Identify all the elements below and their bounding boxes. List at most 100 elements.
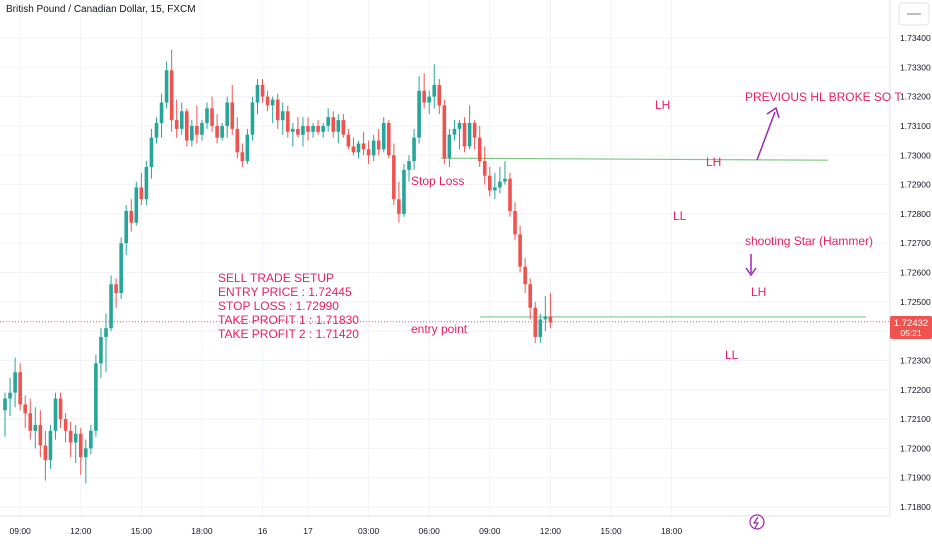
candle	[518, 225, 522, 273]
candle	[301, 117, 305, 147]
candle-body	[417, 90, 421, 138]
candle-body	[154, 123, 159, 138]
candle	[215, 114, 219, 144]
candle	[392, 143, 396, 206]
candle	[397, 181, 401, 223]
candle	[250, 96, 255, 141]
candle	[53, 392, 58, 440]
candle-body	[225, 102, 229, 126]
candle	[371, 134, 376, 162]
candle	[38, 410, 43, 458]
current-price-value: 1.72432	[894, 318, 928, 329]
x-tick-label: 09:00	[479, 526, 501, 536]
candle	[190, 120, 194, 147]
candle	[437, 79, 442, 115]
candle-body	[215, 125, 219, 138]
candle	[149, 128, 154, 179]
candle	[18, 363, 22, 411]
candle	[89, 424, 93, 455]
candle	[139, 172, 144, 206]
countdown-timer: 05:21	[900, 328, 922, 338]
candle-body	[523, 266, 527, 285]
candle-body	[301, 125, 305, 135]
candle-body	[498, 181, 502, 188]
y-tick-label: 1.72800	[900, 209, 931, 219]
candle	[255, 79, 260, 115]
y-tick-label: 1.72600	[900, 268, 931, 278]
candle	[119, 237, 123, 299]
stop-loss-label: Stop Loss	[411, 174, 464, 188]
candle-body	[351, 146, 356, 153]
time-axis[interactable]: 09:00 12:00 15:00 18:00 16 17 03:00 06:00 09:00 1…	[10, 526, 683, 536]
candles-layer	[3, 49, 553, 484]
x-tick-label: 12:00	[70, 526, 92, 536]
candle-body	[533, 307, 538, 337]
y-tick-label: 1.72700	[900, 238, 931, 248]
candle	[225, 96, 229, 138]
candle	[447, 128, 452, 167]
candle-body	[174, 120, 179, 129]
candle	[200, 120, 204, 141]
candle-body	[134, 187, 139, 223]
x-tick-label: 15:00	[600, 526, 622, 536]
candle	[291, 123, 295, 147]
candle	[286, 105, 290, 138]
candle-body	[235, 128, 240, 153]
candle-body	[528, 284, 532, 308]
candle	[159, 93, 164, 138]
candle-body	[462, 123, 467, 147]
lightning-icon[interactable]	[749, 514, 765, 530]
candle	[280, 102, 285, 135]
candle	[220, 123, 224, 141]
candle	[240, 143, 245, 167]
candle-body	[200, 123, 204, 135]
candle-body	[48, 430, 53, 461]
setup-take-profit-1: TAKE PROFIT 1 : 1.71830	[218, 313, 359, 327]
candle-body	[164, 70, 169, 103]
trade-setup-block: SELL TRADE SETUP ENTRY PRICE : 1.72445 S…	[218, 271, 359, 341]
candle	[270, 96, 275, 124]
candle-body	[124, 210, 128, 244]
price-axis[interactable]: 1.73400 1.73300 1.73200 1.73100 1.73000 1.729…	[900, 33, 931, 512]
candle-body	[205, 108, 209, 124]
up-arrow-annotation	[756, 106, 780, 161]
x-tick-label: 03:00	[358, 526, 380, 536]
candle-body	[472, 123, 477, 138]
x-tick-label: 15:00	[131, 526, 153, 536]
down-arrow-annotation	[745, 254, 757, 277]
candle-body	[452, 128, 457, 135]
candle	[493, 172, 497, 200]
candle	[164, 61, 169, 109]
candle	[533, 301, 538, 343]
candle-body	[371, 140, 376, 156]
candle-body	[245, 134, 250, 162]
candle-body	[306, 125, 310, 132]
candle	[366, 140, 371, 165]
candle	[528, 278, 532, 320]
candle-body	[493, 187, 497, 191]
candle	[8, 378, 12, 417]
candle-body	[296, 128, 300, 135]
candle	[179, 102, 184, 135]
candle	[260, 79, 265, 103]
candle	[58, 392, 63, 428]
candle-body	[240, 152, 245, 162]
candle-body	[8, 392, 12, 399]
y-tick-label: 1.72000	[900, 443, 931, 453]
candle-body	[149, 137, 154, 167]
candle-body	[412, 137, 416, 162]
candle-body	[387, 123, 391, 156]
candle	[477, 125, 482, 167]
chart-title: British Pound / Canadian Dollar, 15, FXC…	[6, 4, 196, 15]
candle-body	[195, 125, 199, 135]
candle	[498, 166, 502, 194]
lh-label-2: LH	[706, 155, 721, 169]
chart-settings-button[interactable]	[898, 2, 930, 26]
candle-body	[73, 433, 78, 443]
candle	[427, 90, 431, 115]
x-tick-label: 06:00	[419, 526, 441, 536]
candle-body	[397, 199, 401, 214]
candle	[195, 105, 199, 144]
candle-body	[179, 111, 184, 129]
